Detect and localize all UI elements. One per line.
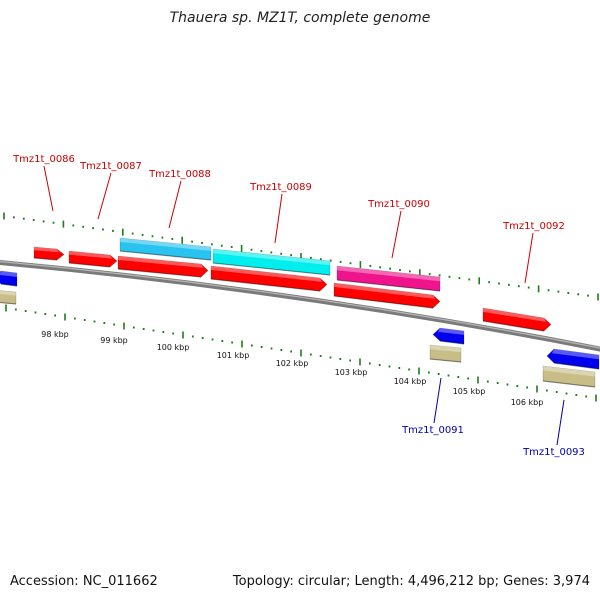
scale-label: 99 kbp [100, 336, 128, 345]
scale-label: 100 kbp [157, 343, 190, 352]
genome-summary-text: Topology: circular; Length: 4,496,212 bp… [232, 574, 590, 589]
upper-tick-row [3, 212, 599, 301]
scale-label: 101 kbp [217, 351, 250, 360]
gene-label-tmz1t-0087[interactable]: Tmz1t_0087 [79, 161, 142, 172]
gene-tmz1t-0089-aqua[interactable] [212, 248, 331, 276]
leader-line [274, 193, 283, 244]
leader-line [391, 210, 402, 259]
gene-tmz1t-0086[interactable] [33, 246, 65, 261]
gene-label-tmz1t-0091[interactable]: Tmz1t_0091 [401, 425, 464, 436]
gene-tmz1t-0090-pink[interactable] [336, 265, 441, 292]
gene-label-tmz1t-0093[interactable]: Tmz1t_0093 [522, 447, 585, 458]
gene-tmz1t-0088-cyan[interactable] [119, 237, 212, 261]
gene-leader-lines [43, 165, 565, 446]
leader-line [43, 165, 54, 212]
gene-left-edge-blue[interactable] [0, 270, 18, 287]
gene-label-tmz1t-0090[interactable]: Tmz1t_0090 [367, 199, 430, 210]
leader-line [433, 377, 442, 424]
feature-left-edge-tan[interactable] [0, 290, 17, 305]
gene-tmz1t-0089-red[interactable] [210, 265, 328, 292]
gene-tmz1t-0090-red[interactable] [333, 282, 441, 309]
leader-line [524, 232, 534, 284]
accession-text: Accession: NC_011662 [10, 574, 158, 589]
gene-label-tmz1t-0089[interactable]: Tmz1t_0089 [249, 182, 312, 193]
leader-line [97, 172, 112, 220]
scale-label: 98 kbp [41, 330, 69, 339]
gene-label-tmz1t-0088[interactable]: Tmz1t_0088 [148, 169, 211, 180]
gene-features [0, 237, 600, 388]
feature-tmz1t-0091-tan[interactable] [429, 344, 462, 363]
genome-backbone-highlight [0, 260, 600, 349]
gene-tmz1t-0091[interactable] [432, 327, 465, 345]
gene-label-tmz1t-0086[interactable]: Tmz1t_0086 [12, 154, 75, 165]
gene-tmz1t-0092[interactable] [482, 307, 552, 332]
scale-label: 105 kbp [453, 387, 486, 396]
feature-tmz1t-0093-tan[interactable] [542, 365, 596, 388]
scale-label: 104 kbp [394, 377, 427, 386]
scale-labels: 98 kbp 99 kbp 100 kbp 101 kbp 102 kbp 103 kbp… [41, 330, 543, 407]
gene-tmz1t-0088-red[interactable] [117, 255, 209, 278]
leader-line [556, 399, 565, 446]
scale-label: 106 kbp [511, 398, 544, 407]
leader-line [168, 180, 182, 229]
map-title: Thauera sp. MZ1T, complete genome [169, 10, 431, 26]
genome-backbone [0, 259, 600, 352]
gene-labels: Tmz1t_0086 Tmz1t_0087 Tmz1t_0088 Tmz1t_0… [12, 154, 585, 458]
gene-tmz1t-0087[interactable] [68, 250, 118, 268]
lower-tick-row [5, 304, 597, 402]
gene-label-tmz1t-0092[interactable]: Tmz1t_0092 [502, 221, 565, 232]
scale-label: 102 kbp [276, 359, 309, 368]
gene-tmz1t-0093[interactable] [546, 348, 600, 370]
scale-label: 103 kbp [335, 368, 368, 377]
